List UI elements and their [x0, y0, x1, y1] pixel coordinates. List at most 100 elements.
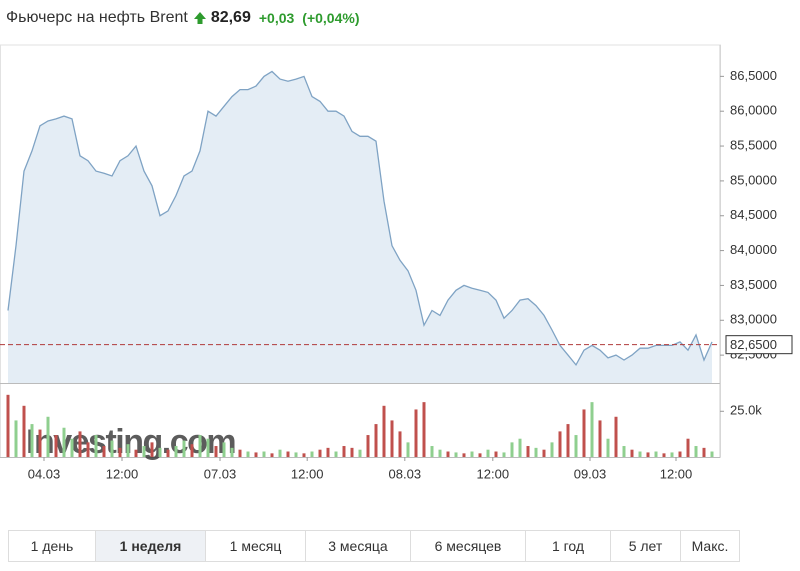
price-area: [8, 71, 712, 383]
volume-bar: [182, 440, 186, 457]
volume-bar: [118, 447, 122, 457]
volume-bar: [542, 449, 546, 457]
volume-bar: [550, 442, 554, 457]
volume-bar: [702, 447, 706, 457]
volume-bar: [590, 402, 594, 457]
volume-bar: [694, 446, 698, 457]
volume-bar: [526, 446, 530, 457]
volume-bar: [606, 438, 610, 457]
volume-bar: [334, 451, 338, 457]
y-tick-label: 85,0000: [730, 172, 777, 187]
volume-bar: [558, 431, 562, 457]
volume-bar: [430, 446, 434, 457]
period-tab[interactable]: 1 месяц: [206, 531, 306, 561]
period-tab[interactable]: 6 месяцев: [411, 531, 526, 561]
change-percent: (+0,04%): [302, 10, 360, 26]
period-tab[interactable]: 1 день: [9, 531, 96, 561]
volume-bar: [598, 420, 602, 457]
volume-bar: [502, 452, 506, 457]
volume-bar: [62, 427, 66, 457]
volume-bar: [302, 453, 306, 457]
volume-bar: [142, 446, 146, 457]
x-tick-label: 12:00: [660, 466, 693, 481]
volume-bar: [110, 440, 114, 457]
volume-bar: [198, 435, 202, 457]
y-tick-label: 84,5000: [730, 207, 777, 222]
volume-bar: [174, 446, 178, 457]
header: Фьючерс на нефть Brent 82,69 +0,03 (+0,0…: [6, 6, 360, 30]
price: 82,69: [210, 9, 251, 26]
volume-bar: [374, 424, 378, 457]
chart: 82,500083,000083,500084,000084,500085,00…: [0, 44, 793, 481]
change: +0,03: [258, 10, 295, 26]
y-tick-label: 83,0000: [730, 312, 777, 327]
volume-bar: [646, 452, 650, 457]
period-tab[interactable]: 3 месяца: [306, 531, 411, 561]
y-tick-label: 85,5000: [730, 137, 777, 152]
volume-bar: [630, 449, 634, 457]
volume-bar: [94, 435, 98, 457]
volume-bar: [70, 438, 74, 457]
volume-bar: [30, 424, 34, 457]
y-tick-label: 83,5000: [730, 277, 777, 292]
volume-bar: [326, 447, 330, 457]
volume-bar: [390, 420, 394, 457]
volume-bar: [86, 442, 90, 457]
volume-bar: [446, 451, 450, 457]
volume-bar: [342, 446, 346, 457]
volume-bar: [262, 451, 266, 457]
watermark: Investing.com: [26, 423, 235, 461]
volume-bar: [574, 435, 578, 457]
volume-bar: [398, 431, 402, 457]
volume-bar: [614, 416, 618, 457]
volume-bar: [366, 435, 370, 457]
volume-bar: [462, 453, 466, 457]
x-tick-label: 07.03: [204, 466, 237, 481]
volume-bar: [150, 442, 154, 457]
current-price-box: [725, 335, 793, 355]
volume-bar: [494, 451, 498, 457]
period-tab[interactable]: Макс.: [691, 538, 729, 554]
volume-bar: [358, 449, 362, 457]
volume-bar: [638, 451, 642, 457]
volume-bar: [422, 402, 426, 457]
period-tab[interactable]: 1 год: [526, 531, 611, 561]
y-tick-label: 86,5000: [730, 68, 777, 83]
volume-bar: [678, 451, 682, 457]
volume-bar: [518, 438, 522, 457]
volume-bar: [318, 449, 322, 457]
volume-bar: [406, 442, 410, 457]
y-tick-label: 25.0k: [730, 403, 762, 418]
volume-bar: [158, 447, 162, 457]
volume-bar: [6, 394, 10, 457]
x-tick-label: 08.03: [389, 466, 422, 481]
volume-bar: [534, 447, 538, 457]
volume-bar: [126, 444, 130, 457]
period-tab[interactable]: 1 неделя: [96, 531, 206, 561]
volume-bar: [486, 449, 490, 457]
volume-bar: [134, 449, 138, 457]
x-tick-label: 12:00: [291, 466, 324, 481]
volume-bar: [14, 420, 18, 457]
title: Фьючерс на нефть Brent: [6, 9, 188, 26]
volume-bar: [214, 446, 218, 457]
volume-bar: [438, 449, 442, 457]
volume-bar: [166, 449, 170, 457]
volume-bar: [414, 409, 418, 457]
volume-bar: [510, 442, 514, 457]
x-tick-label: 04.03: [28, 466, 61, 481]
volume-bar: [206, 438, 210, 457]
volume-bar: [654, 451, 658, 457]
up-arrow-icon: [193, 12, 206, 24]
volume-bar: [270, 453, 274, 457]
volume-bar: [582, 409, 586, 457]
period-tabs: 1 день 1 неделя 1 месяц 3 месяца 6 месяцев 1 …: [8, 530, 740, 562]
volume-bar: [470, 451, 474, 457]
volume-bar: [662, 453, 666, 457]
period-tab[interactable]: 5 лет: [611, 531, 681, 561]
volume-bar: [710, 451, 714, 457]
volume-bar: [222, 442, 226, 457]
volume-bar: [670, 452, 674, 457]
volume-bar: [230, 447, 234, 457]
y-tick-label: 86,0000: [730, 103, 777, 118]
